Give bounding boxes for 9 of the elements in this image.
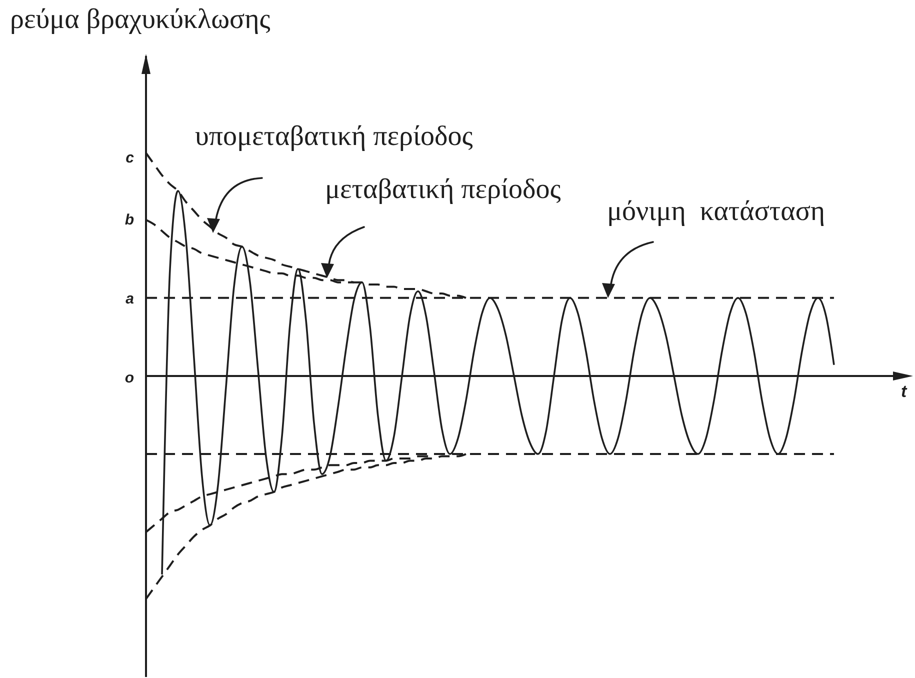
y-axis-title: ρεύμα βραχυκύκλωσης <box>10 4 270 35</box>
annotation: μεταβατική περίοδος <box>325 174 561 205</box>
text: c <box>126 150 135 166</box>
x-axis-title: t <box>901 382 907 401</box>
annotation: μόνιμη κατάσταση <box>607 196 826 227</box>
text: b <box>124 212 134 228</box>
ref-line-label: a <box>126 290 134 308</box>
text: o <box>124 370 134 386</box>
text: υπομεταβατική περίοδος <box>195 121 473 152</box>
